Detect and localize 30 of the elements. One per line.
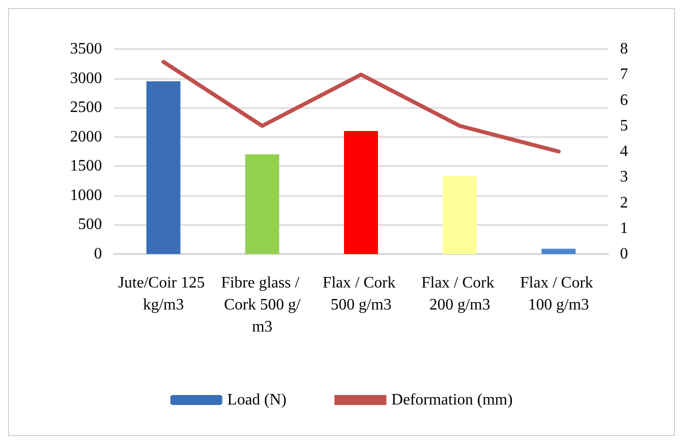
x-tick-label: Flax / Cork 200 g/m3	[421, 274, 498, 314]
y2-tick-label: 8	[620, 40, 628, 58]
bar	[245, 154, 280, 254]
bar	[344, 131, 378, 254]
y-tick-label: 0	[94, 246, 102, 262]
line-series	[161, 60, 561, 154]
y2-tick-label: 4	[620, 143, 628, 160]
x-tick-label: Jute/Coir 125 kg/m3	[118, 274, 209, 314]
y-tick-label: 1500	[70, 158, 102, 175]
y-tick-label: 500	[78, 216, 102, 234]
bar	[146, 81, 180, 254]
y-tick-label: 3000	[70, 70, 102, 87]
y-tick-label: 2000	[70, 128, 102, 146]
y2-tick-label: 7	[620, 66, 628, 84]
y2-tick-label: 1	[620, 220, 628, 237]
x-tick-label: Fibre glass / Cork 500 g/m3	[221, 274, 304, 336]
y2-tick-label: 5	[620, 117, 628, 134]
x-tick-label: Flax / Cork 100 g/m3	[520, 274, 598, 314]
y2-tick-label: 0	[620, 246, 628, 262]
x-tick-label: Flax / Cork 500 g/m3	[322, 274, 400, 314]
bar	[542, 248, 576, 254]
y2-tick-label: 6	[620, 92, 628, 109]
y2-tick-label: 2	[620, 194, 628, 212]
legend-label: Load (N)	[227, 392, 286, 408]
legend-label: Deformation (mm)	[391, 392, 513, 408]
bar	[442, 176, 477, 254]
y-tick-label: 3500	[70, 40, 102, 58]
y-tick-label: 1000	[70, 186, 102, 204]
y-tick-label: 2500	[70, 99, 102, 116]
y2-tick-label: 3	[620, 168, 628, 186]
